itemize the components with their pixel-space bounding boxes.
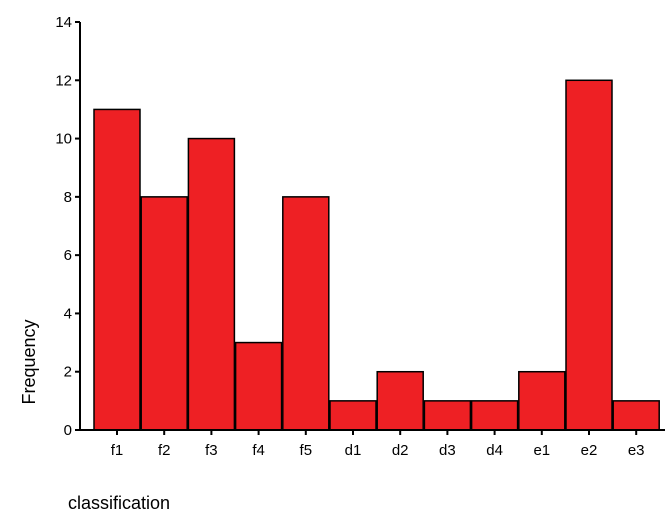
- y-tick-label-8: 8: [64, 189, 72, 206]
- x-tick-label-f1: f1: [111, 442, 124, 459]
- y-axis-title: Frequency: [19, 319, 39, 404]
- y-tick-label-2: 2: [64, 364, 72, 381]
- x-ticks: f1 f2 f3 f4 f5 d1 d2 d3 d4 e1 e2 e3: [111, 430, 645, 459]
- x-tick-label-f5: f5: [300, 442, 313, 459]
- x-tick-label-f4: f4: [252, 442, 265, 459]
- bar-f3: [187, 137, 236, 431]
- y-tick-label-10: 10: [55, 131, 72, 148]
- bar-d4: [470, 400, 519, 431]
- x-tick-label-f3: f3: [205, 442, 218, 459]
- x-axis-title: classification: [68, 493, 170, 513]
- bar-f1: [93, 108, 141, 431]
- bar-d2: [376, 370, 424, 431]
- bar-e2: [565, 79, 613, 431]
- bar-e1: [518, 370, 566, 431]
- y-tick-label-0: 0: [64, 422, 72, 439]
- y-tick-label-14: 14: [55, 14, 72, 31]
- bar-d1: [329, 400, 377, 431]
- y-tick-label-12: 12: [55, 72, 72, 89]
- x-tick-label-d3: d3: [439, 442, 456, 459]
- x-tick-label-d1: d1: [345, 442, 362, 459]
- x-tick-label-d4: d4: [486, 442, 503, 459]
- y-tick-label-6: 6: [64, 247, 72, 264]
- bar-f5: [282, 196, 330, 431]
- x-tick-label-d2: d2: [392, 442, 409, 459]
- bar-f2: [140, 196, 188, 431]
- x-tick-label-e3: e3: [628, 442, 645, 459]
- y-tick-label-4: 4: [64, 305, 72, 322]
- bar-e3: [612, 400, 660, 431]
- x-tick-label-f2: f2: [158, 442, 171, 459]
- axes-layer: [79, 22, 665, 431]
- x-tick-label-e2: e2: [581, 442, 598, 459]
- x-tick-label-e1: e1: [533, 442, 550, 459]
- bar-d3: [423, 400, 472, 431]
- bar-f4: [234, 341, 283, 431]
- bars-layer: [93, 79, 660, 431]
- y-ticks: 0 2 4 6 8 10 12 14: [55, 14, 80, 439]
